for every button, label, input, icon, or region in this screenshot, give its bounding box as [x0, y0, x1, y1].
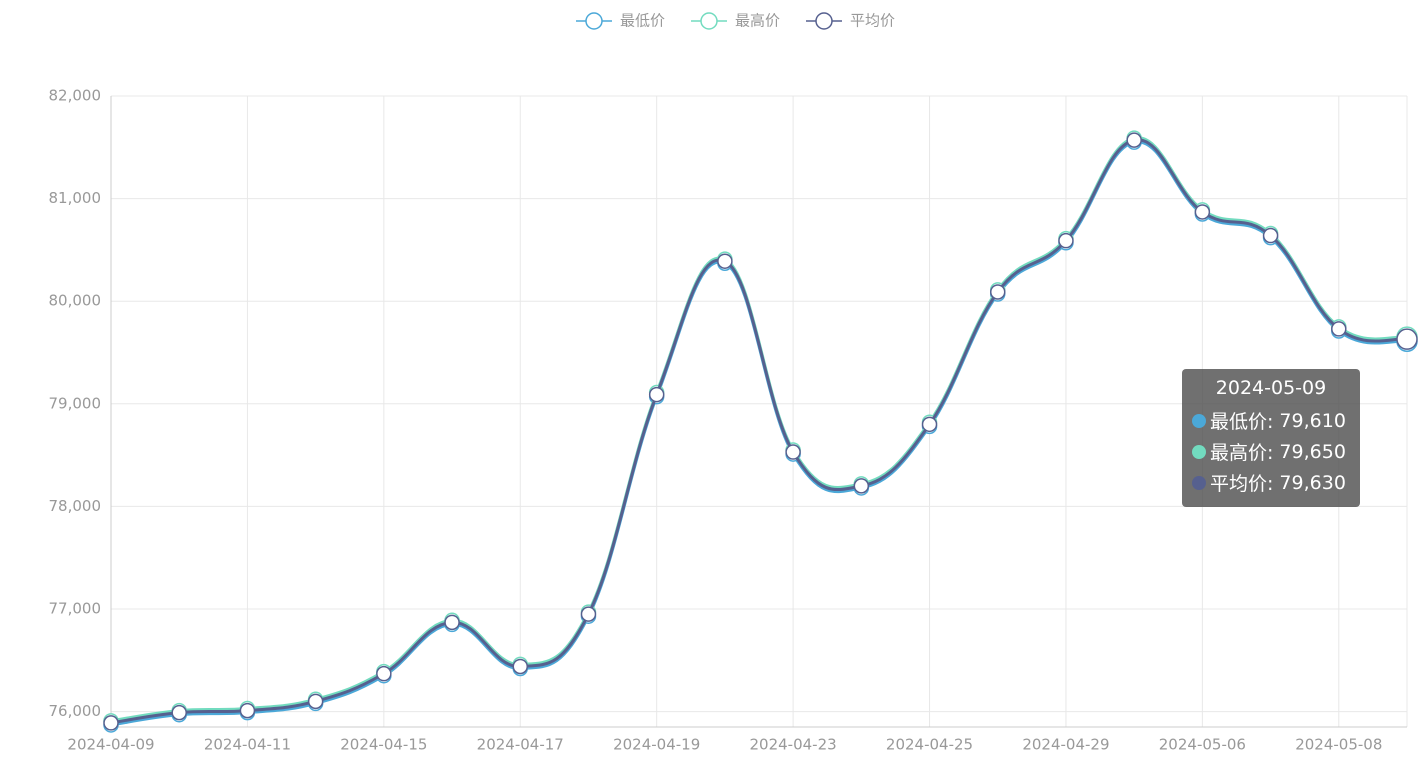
x-tick-label: 2024-04-25	[886, 736, 973, 754]
tooltip-dot	[1192, 444, 1206, 459]
legend-marker	[700, 12, 718, 30]
point	[1126, 132, 1142, 148]
tooltip-series-name: 最低价	[1210, 407, 1279, 434]
point	[103, 715, 119, 731]
point	[717, 253, 733, 269]
y-tick-label: 82,000	[49, 87, 102, 105]
point	[171, 704, 187, 721]
tooltip-series-name: 平均价	[1210, 469, 1279, 496]
x-tick-label: 2024-04-11	[204, 736, 291, 754]
point	[989, 284, 1006, 300]
tooltip-value: 79,650	[1279, 440, 1346, 463]
tooltip-row: 最低价79,610	[1192, 405, 1350, 436]
point	[512, 658, 529, 675]
tooltip-dot	[1192, 475, 1206, 490]
x-tick-label: 2024-04-29	[1022, 736, 1109, 754]
point	[1331, 321, 1347, 337]
x-tick-label: 2024-04-17	[477, 736, 564, 754]
series-line	[110, 138, 1408, 725]
legend-label: 最高价	[735, 12, 780, 30]
point	[648, 386, 665, 403]
point	[1058, 232, 1074, 249]
tooltip-row: 平均价79,630	[1192, 467, 1350, 498]
point	[1194, 204, 1211, 220]
tooltip-title: 2024-05-09	[1215, 377, 1327, 399]
point	[239, 702, 256, 719]
x-tick-label: 2024-04-23	[750, 736, 837, 754]
point	[853, 478, 870, 494]
tooltip-series-name: 最高价	[1210, 438, 1279, 465]
y-tick-label: 78,000	[49, 497, 102, 515]
legend-label: 平均价	[850, 12, 895, 30]
x-tick-label: 2024-04-15	[340, 736, 427, 754]
x-tick-label: 2024-05-08	[1295, 736, 1382, 754]
y-tick-label: 81,000	[49, 189, 102, 207]
point	[376, 665, 392, 682]
x-tick-label: 2024-04-19	[613, 736, 700, 754]
y-tick-label: 80,000	[49, 292, 102, 310]
x-tick-label: 2024-04-09	[67, 736, 154, 754]
point	[444, 614, 460, 631]
point	[1396, 328, 1418, 350]
tooltip-value: 79,610	[1279, 409, 1346, 432]
y-tick-label: 79,000	[49, 394, 102, 412]
point	[580, 606, 597, 622]
x-tick-label: 2024-05-06	[1159, 736, 1246, 754]
point	[307, 693, 324, 710]
tooltip-row: 最高价79,650	[1192, 436, 1350, 467]
y-tick-label: 77,000	[49, 600, 102, 618]
legend-marker	[585, 12, 603, 30]
point	[921, 416, 938, 433]
tooltip-dot	[1192, 413, 1206, 428]
point	[1262, 227, 1279, 244]
y-tick-label: 76,000	[49, 702, 102, 720]
tooltip-value: 79,630	[1279, 471, 1346, 494]
tooltip: 2024-05-09 最低价79,610最高价79,650平均价79,630	[1182, 369, 1360, 507]
legend-marker	[815, 12, 833, 30]
point	[785, 444, 801, 460]
legend-label: 最低价	[620, 12, 665, 30]
